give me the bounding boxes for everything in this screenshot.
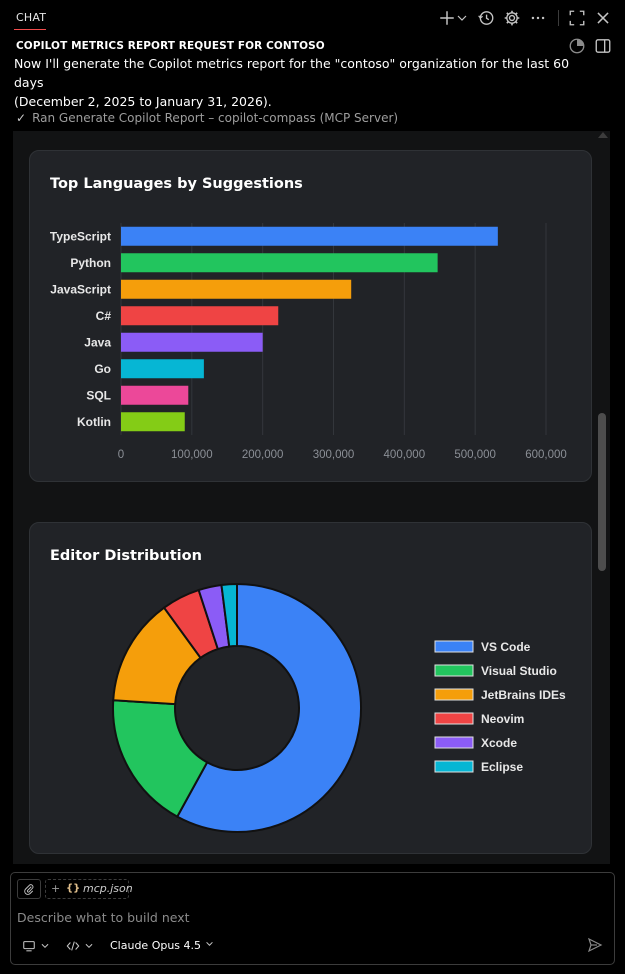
more-icon[interactable] xyxy=(529,9,547,27)
json-file-icon: {} xyxy=(66,883,81,894)
y-category-label: C# xyxy=(96,309,112,323)
slice-vscode[interactable] xyxy=(175,582,362,833)
languages-chart-card: Top Languages by Suggestions 0 100,000 200… xyxy=(29,150,592,482)
tool-run-text: Ran Generate Copilot Report – copilot-co… xyxy=(32,111,399,125)
chat-header: CHAT xyxy=(0,0,625,54)
legend-swatch xyxy=(434,712,474,725)
bar-sql[interactable] xyxy=(121,385,189,405)
pie-icon[interactable] xyxy=(568,37,586,55)
plus-icon[interactable] xyxy=(438,9,456,27)
toolbar-separator xyxy=(558,10,559,26)
bar-kotlin[interactable] xyxy=(121,412,185,432)
languages-bar-chart: 0 100,000 200,000 300,000 400,000 500,000 600,… xyxy=(50,223,567,461)
x-tick-label: 600,000 xyxy=(525,449,567,461)
message-line-2: (December 2, 2025 to January 31, 2026). xyxy=(14,94,272,109)
legend-swatch xyxy=(434,664,474,677)
chevron-down-icon[interactable] xyxy=(40,939,50,953)
maximize-icon[interactable] xyxy=(568,9,586,27)
legend-label: Visual Studio xyxy=(481,664,557,678)
active-tab-indicator xyxy=(14,29,46,30)
agent-mode-icon[interactable] xyxy=(22,939,36,953)
editor-chart-card: Editor Distribution VS Code Visual Studio… xyxy=(29,522,592,854)
chevron-down-icon[interactable] xyxy=(84,939,94,953)
chevron-down-icon xyxy=(205,941,213,946)
history-icon[interactable] xyxy=(477,9,495,27)
legend-label: JetBrains IDEs xyxy=(481,688,566,702)
send-icon[interactable] xyxy=(587,937,603,953)
y-category-label: Kotlin xyxy=(77,415,111,429)
y-category-label: Go xyxy=(94,362,111,376)
scrollbar-thumb[interactable] xyxy=(598,413,606,571)
legend-swatch xyxy=(434,688,474,701)
chat-input-box: + {} mcp.json Describe what to build nex… xyxy=(10,872,615,965)
bar-javascript[interactable] xyxy=(121,279,352,299)
message-line-1: Now I'll generate the Copilot metrics re… xyxy=(14,56,570,90)
y-category-label: Python xyxy=(70,256,111,270)
input-toolbar: Claude Opus 4.5 xyxy=(11,937,614,957)
y-category-label: SQL xyxy=(86,388,111,402)
gear-icon[interactable] xyxy=(503,9,521,27)
languages-chart-title: Top Languages by Suggestions xyxy=(50,176,303,192)
tab-chat[interactable]: CHAT xyxy=(16,11,47,24)
slice-visualstudio[interactable] xyxy=(112,699,209,819)
panel-toggle-icon[interactable] xyxy=(594,37,612,55)
x-tick-label: 100,000 xyxy=(171,449,213,461)
x-tick-label: 500,000 xyxy=(454,449,496,461)
y-category-label: TypeScript xyxy=(50,229,111,243)
model-picker[interactable]: Claude Opus 4.5 xyxy=(110,939,214,952)
legend-swatch xyxy=(434,760,474,773)
bar-java[interactable] xyxy=(121,332,263,352)
y-category-label: JavaScript xyxy=(50,282,111,296)
slice-eclipse[interactable] xyxy=(220,582,238,648)
legend-label: Eclipse xyxy=(481,760,523,774)
tools-icon[interactable] xyxy=(66,939,80,953)
add-context-icon[interactable]: + xyxy=(51,882,61,895)
bar-python[interactable] xyxy=(121,253,438,273)
bar-c[interactable] xyxy=(121,306,279,326)
editor-donut-chart: VS Code Visual Studio JetBrains IDEs Neovim… xyxy=(112,582,566,833)
paperclip-icon xyxy=(24,884,34,895)
x-tick-label: 400,000 xyxy=(384,449,426,461)
x-tick-label: 0 xyxy=(118,449,124,461)
legend-label: VS Code xyxy=(481,640,531,654)
report-content: Top Languages by Suggestions 0 100,000 200… xyxy=(13,131,610,864)
x-tick-label: 200,000 xyxy=(242,449,284,461)
chevron-down-icon[interactable] xyxy=(456,9,468,27)
model-name: Claude Opus 4.5 xyxy=(110,939,202,952)
check-icon: ✓ xyxy=(16,111,27,125)
tool-run-status[interactable]: ✓ Ran Generate Copilot Report – copilot-c… xyxy=(16,111,398,125)
context-file-chip[interactable]: + {} mcp.json xyxy=(45,879,133,899)
y-category-label: Java xyxy=(84,335,111,349)
chat-input-field[interactable]: Describe what to build next xyxy=(17,910,190,925)
context-file-name: mcp.json xyxy=(83,882,133,895)
legend-label: Neovim xyxy=(481,712,524,726)
assistant-message: Now I'll generate the Copilot metrics re… xyxy=(14,54,574,111)
legend-swatch xyxy=(434,640,474,653)
legend-swatch xyxy=(434,736,474,749)
bar-go[interactable] xyxy=(121,359,204,379)
report-title: COPILOT METRICS REPORT REQUEST FOR CONTO… xyxy=(16,40,325,52)
bar-typescript[interactable] xyxy=(121,226,498,246)
scroll-up-arrow[interactable] xyxy=(598,132,608,138)
editor-chart-title: Editor Distribution xyxy=(50,548,202,564)
attach-button[interactable] xyxy=(17,879,41,899)
x-tick-label: 300,000 xyxy=(313,449,355,461)
close-icon[interactable] xyxy=(594,9,612,27)
legend-label: Xcode xyxy=(481,736,517,750)
